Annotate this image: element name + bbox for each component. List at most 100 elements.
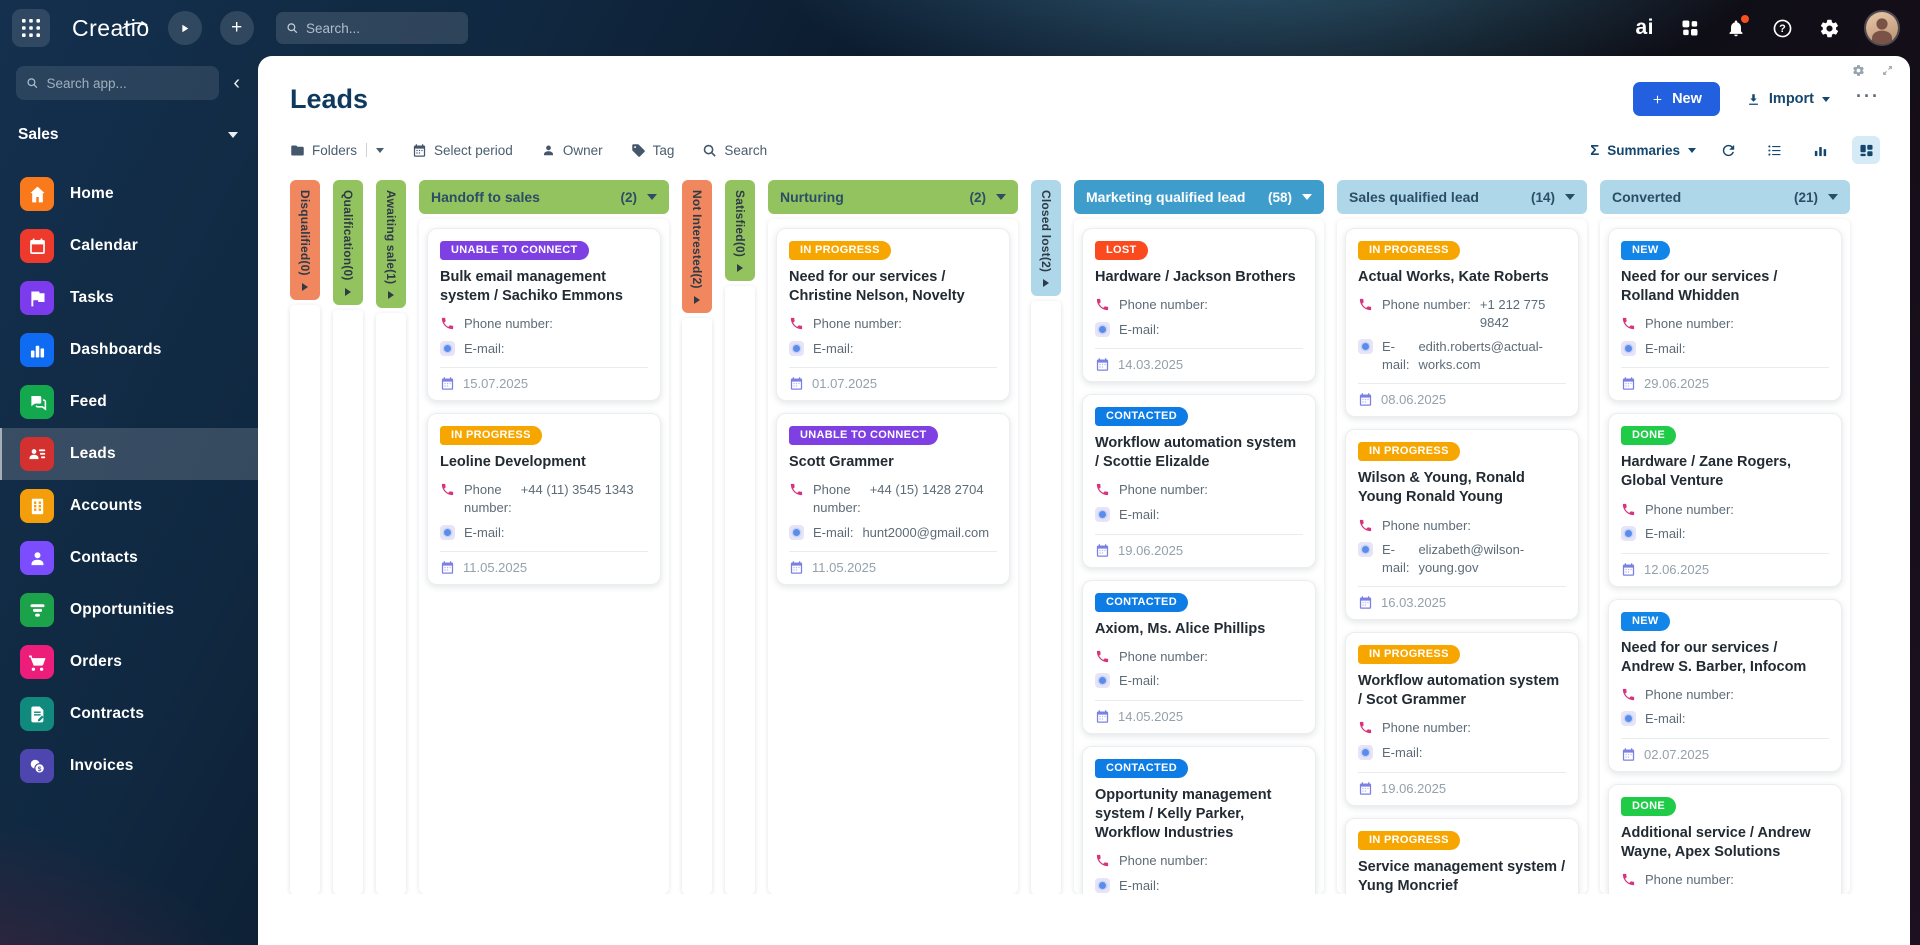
sidebar-item-calendar[interactable]: Calendar: [0, 220, 258, 272]
phone-icon: [1358, 518, 1373, 533]
quick-add-button[interactable]: +: [219, 11, 254, 45]
lead-card[interactable]: IN PROGRESS Workflow automation system / …: [1345, 632, 1579, 806]
lead-card[interactable]: NEW Need for our services / Rolland Whidd…: [1608, 228, 1842, 402]
lead-card[interactable]: DONE Additional service / Andrew Wayne, A…: [1608, 784, 1842, 894]
new-button[interactable]: New: [1633, 82, 1720, 116]
user-avatar[interactable]: [1866, 12, 1898, 44]
sidebar-item-feed[interactable]: Feed: [0, 376, 258, 428]
kanban-column-marketing-qualified-lead: Marketing qualified lead (58) LOST Hardware…: [1074, 180, 1324, 894]
page-settings-icon[interactable]: [1852, 64, 1865, 77]
home-icon: [20, 177, 54, 211]
lead-card[interactable]: IN PROGRESS Actual Works, Kate Roberts Pho…: [1345, 228, 1579, 418]
expand-icon[interactable]: [1881, 64, 1894, 77]
field-value: elizabeth@wilson-young.gov: [1418, 542, 1525, 575]
sidebar-item-label: Contacts: [70, 549, 138, 566]
column-header-marketing-qualified-lead[interactable]: Marketing qualified lead (58): [1074, 180, 1324, 214]
lead-card[interactable]: UNABLE TO CONNECT Bulk email management s…: [427, 228, 661, 402]
lead-card[interactable]: IN PROGRESS Need for our services / Chris…: [776, 228, 1010, 402]
status-badge: DONE: [1621, 426, 1676, 446]
column-header-handoff-to-sales[interactable]: Handoff to sales (2): [419, 180, 669, 214]
run-process-button[interactable]: [167, 11, 202, 45]
lead-card[interactable]: NEW Need for our services / Andrew S. Bar…: [1608, 598, 1842, 773]
email-icon: [1095, 673, 1110, 689]
app-launcher-icon[interactable]: [12, 9, 50, 47]
sidebar-item-invoices[interactable]: $ Invoices: [0, 740, 258, 792]
collapsed-column-satisfied[interactable]: Satisfied(0): [725, 180, 755, 282]
sidebar-item-contacts[interactable]: Contacts: [0, 532, 258, 584]
select-period-filter[interactable]: Select period: [412, 143, 513, 158]
app-search[interactable]: [16, 66, 220, 100]
lead-title: Need for our services / Rolland Whidden: [1621, 269, 1778, 305]
collapsed-column-not-interested[interactable]: Not Interested(2): [682, 180, 712, 313]
field-label: E-mail:: [1645, 340, 1686, 356]
top-bar: Creatio + ai ?: [0, 0, 1920, 56]
column-title: Sales qualified lead: [1349, 189, 1479, 205]
kanban-view-icon[interactable]: [1852, 136, 1880, 164]
lead-card[interactable]: CONTACTED Workflow automation system / Sc…: [1082, 394, 1316, 568]
global-search-input[interactable]: [306, 20, 458, 36]
chart-view-icon[interactable]: [1806, 136, 1834, 164]
status-badge: LOST: [1095, 241, 1148, 260]
lead-card[interactable]: IN PROGRESS Leoline Development Phone numb…: [427, 413, 661, 586]
sidebar-item-accounts[interactable]: Accounts: [0, 480, 258, 532]
field-value: hunt2000@gmail.com: [862, 524, 990, 540]
column-title: Converted: [1612, 189, 1682, 205]
lead-date: 02.07.2025: [1644, 747, 1710, 763]
sidebar-item-tasks[interactable]: Tasks: [0, 272, 258, 324]
folders-filter[interactable]: Folders: [290, 143, 385, 158]
lead-card[interactable]: UNABLE TO CONNECT Scott Grammer Phone numb…: [776, 413, 1010, 586]
owner-filter[interactable]: Owner: [541, 143, 603, 158]
lead-card[interactable]: DONE Hardware / Zane Rogers, Global Ventu…: [1608, 413, 1842, 587]
lead-card[interactable]: IN PROGRESS Wilson & Young, Ronald Young …: [1345, 429, 1579, 621]
lead-date-row: 01.07.2025: [789, 376, 997, 391]
import-button[interactable]: Import: [1746, 91, 1831, 107]
collapsed-column-qualification[interactable]: Qualification(0): [333, 180, 363, 305]
app-search-input[interactable]: [46, 75, 210, 91]
workspace-selector[interactable]: Sales: [0, 100, 258, 154]
sidebar-item-orders[interactable]: Orders: [0, 636, 258, 688]
column-header-converted[interactable]: Converted (21): [1600, 180, 1850, 214]
email-row: E-mail:: [1095, 877, 1303, 894]
empty-column-track: [376, 313, 406, 894]
copilot-icon[interactable]: ai: [1635, 16, 1654, 39]
field-label: Phone number:: [1645, 686, 1734, 702]
lead-card[interactable]: LOST Hardware / Jackson Brothers Phone num…: [1082, 228, 1316, 383]
flag-icon: [20, 281, 54, 315]
email-row: E-mail:: [1621, 340, 1829, 358]
field-label: E-mail:: [1119, 877, 1160, 893]
collapsed-column-disqualified[interactable]: Disqualified(0): [290, 180, 320, 300]
lead-date-row: 08.06.2025: [1358, 392, 1566, 407]
column-header-nurturing[interactable]: Nurturing (2): [768, 180, 1018, 214]
summaries-button[interactable]: Σ Summaries: [1590, 142, 1696, 159]
lead-card[interactable]: CONTACTED Axiom, Ms. Alice Phillips Phone …: [1082, 579, 1316, 734]
lead-date-row: 16.03.2025: [1358, 595, 1566, 610]
lead-date: 19.06.2025: [1118, 542, 1184, 558]
column-header-sales-qualified-lead[interactable]: Sales qualified lead (14): [1337, 180, 1587, 214]
calendar-icon: [1095, 543, 1110, 558]
sidebar-item-contracts[interactable]: Contracts: [0, 688, 258, 740]
sidebar-item-leads[interactable]: Leads: [0, 428, 258, 480]
field-label: E-mail:: [813, 340, 854, 356]
help-icon[interactable]: ?: [1772, 18, 1793, 39]
more-actions-icon[interactable]: ···: [1856, 85, 1880, 106]
sidebar-item-home[interactable]: Home: [0, 168, 258, 220]
collapsed-column-awaiting-sale[interactable]: Awaiting sale(1): [376, 180, 406, 309]
global-search[interactable]: [275, 12, 468, 44]
lead-card[interactable]: CONTACTED Opportunity management system /…: [1082, 745, 1316, 894]
workspaces-icon[interactable]: [1680, 18, 1700, 38]
sidebar-item-dashboards[interactable]: Dashboards: [0, 324, 258, 376]
refresh-icon[interactable]: [1714, 136, 1742, 164]
sidebar-item-opportunities[interactable]: Opportunities: [0, 584, 258, 636]
search-filter[interactable]: Search: [702, 143, 767, 158]
notifications-icon[interactable]: [1726, 15, 1749, 38]
field-label: E-mail:: [1119, 673, 1160, 689]
collapsed-column-closed-lost[interactable]: Closed lost(2): [1031, 180, 1061, 297]
kanban-column-handoff-to-sales: Handoff to sales (2) UNABLE TO CONNECT Bulk…: [419, 180, 669, 894]
sidebar-collapse-icon[interactable]: ‹: [233, 72, 240, 94]
settings-icon[interactable]: [1819, 18, 1840, 39]
lead-card[interactable]: IN PROGRESS Service management system / Y…: [1345, 817, 1579, 894]
list-view-icon[interactable]: [1760, 136, 1788, 164]
calendar-icon: [1358, 781, 1373, 796]
phone-icon: [1358, 297, 1373, 312]
tag-filter[interactable]: Tag: [631, 143, 674, 158]
